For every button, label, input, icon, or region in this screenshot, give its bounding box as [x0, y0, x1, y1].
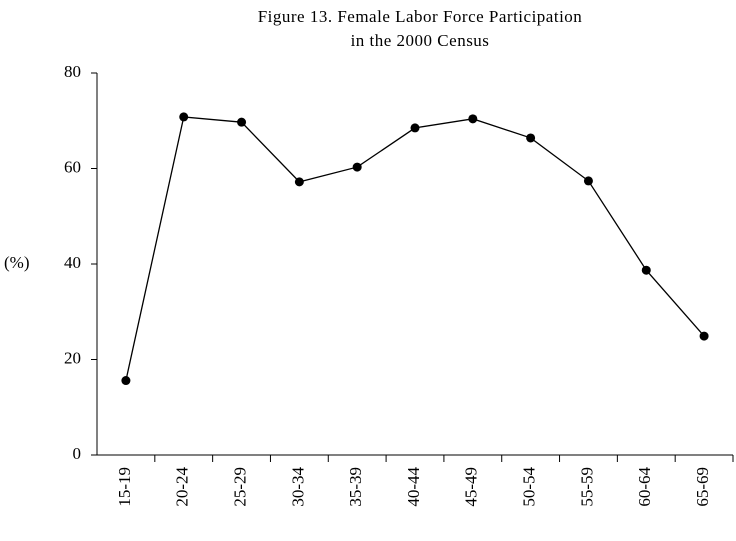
data-point — [641, 265, 651, 275]
data-point — [526, 133, 536, 143]
data-point — [468, 114, 478, 124]
x-tick-label: 35-39 — [346, 467, 365, 507]
x-tick-label: 30-34 — [288, 467, 307, 507]
data-point — [179, 112, 189, 122]
data-point — [410, 123, 420, 133]
x-tick-label: 15-19 — [115, 467, 134, 507]
data-point — [352, 162, 362, 172]
data-point — [699, 331, 709, 341]
chart-title: Figure 13. Female Labor Force Participat… — [258, 7, 583, 26]
x-tick-label: 20-24 — [173, 467, 192, 507]
x-tick-label: 65-69 — [693, 467, 712, 507]
x-tick-label: 45-49 — [462, 467, 481, 507]
x-tick-label: 50-54 — [520, 467, 539, 507]
x-tick-label: 25-29 — [230, 467, 249, 507]
y-axis-label: (%) — [4, 253, 29, 272]
y-tick-label: 80 — [64, 62, 81, 81]
y-tick-label: 20 — [64, 348, 81, 367]
data-point — [583, 176, 593, 186]
x-tick-label: 55-59 — [577, 467, 596, 507]
y-tick-label: 60 — [64, 157, 81, 176]
chart-title: in the 2000 Census — [351, 31, 490, 50]
y-tick-label: 0 — [73, 444, 82, 463]
data-point — [237, 117, 247, 127]
y-tick-label: 40 — [64, 253, 81, 272]
x-tick-label: 60-64 — [635, 467, 654, 507]
data-line — [125, 116, 705, 381]
data-point — [121, 376, 131, 386]
x-tick-label: 40-44 — [404, 467, 423, 507]
data-point — [294, 177, 304, 187]
